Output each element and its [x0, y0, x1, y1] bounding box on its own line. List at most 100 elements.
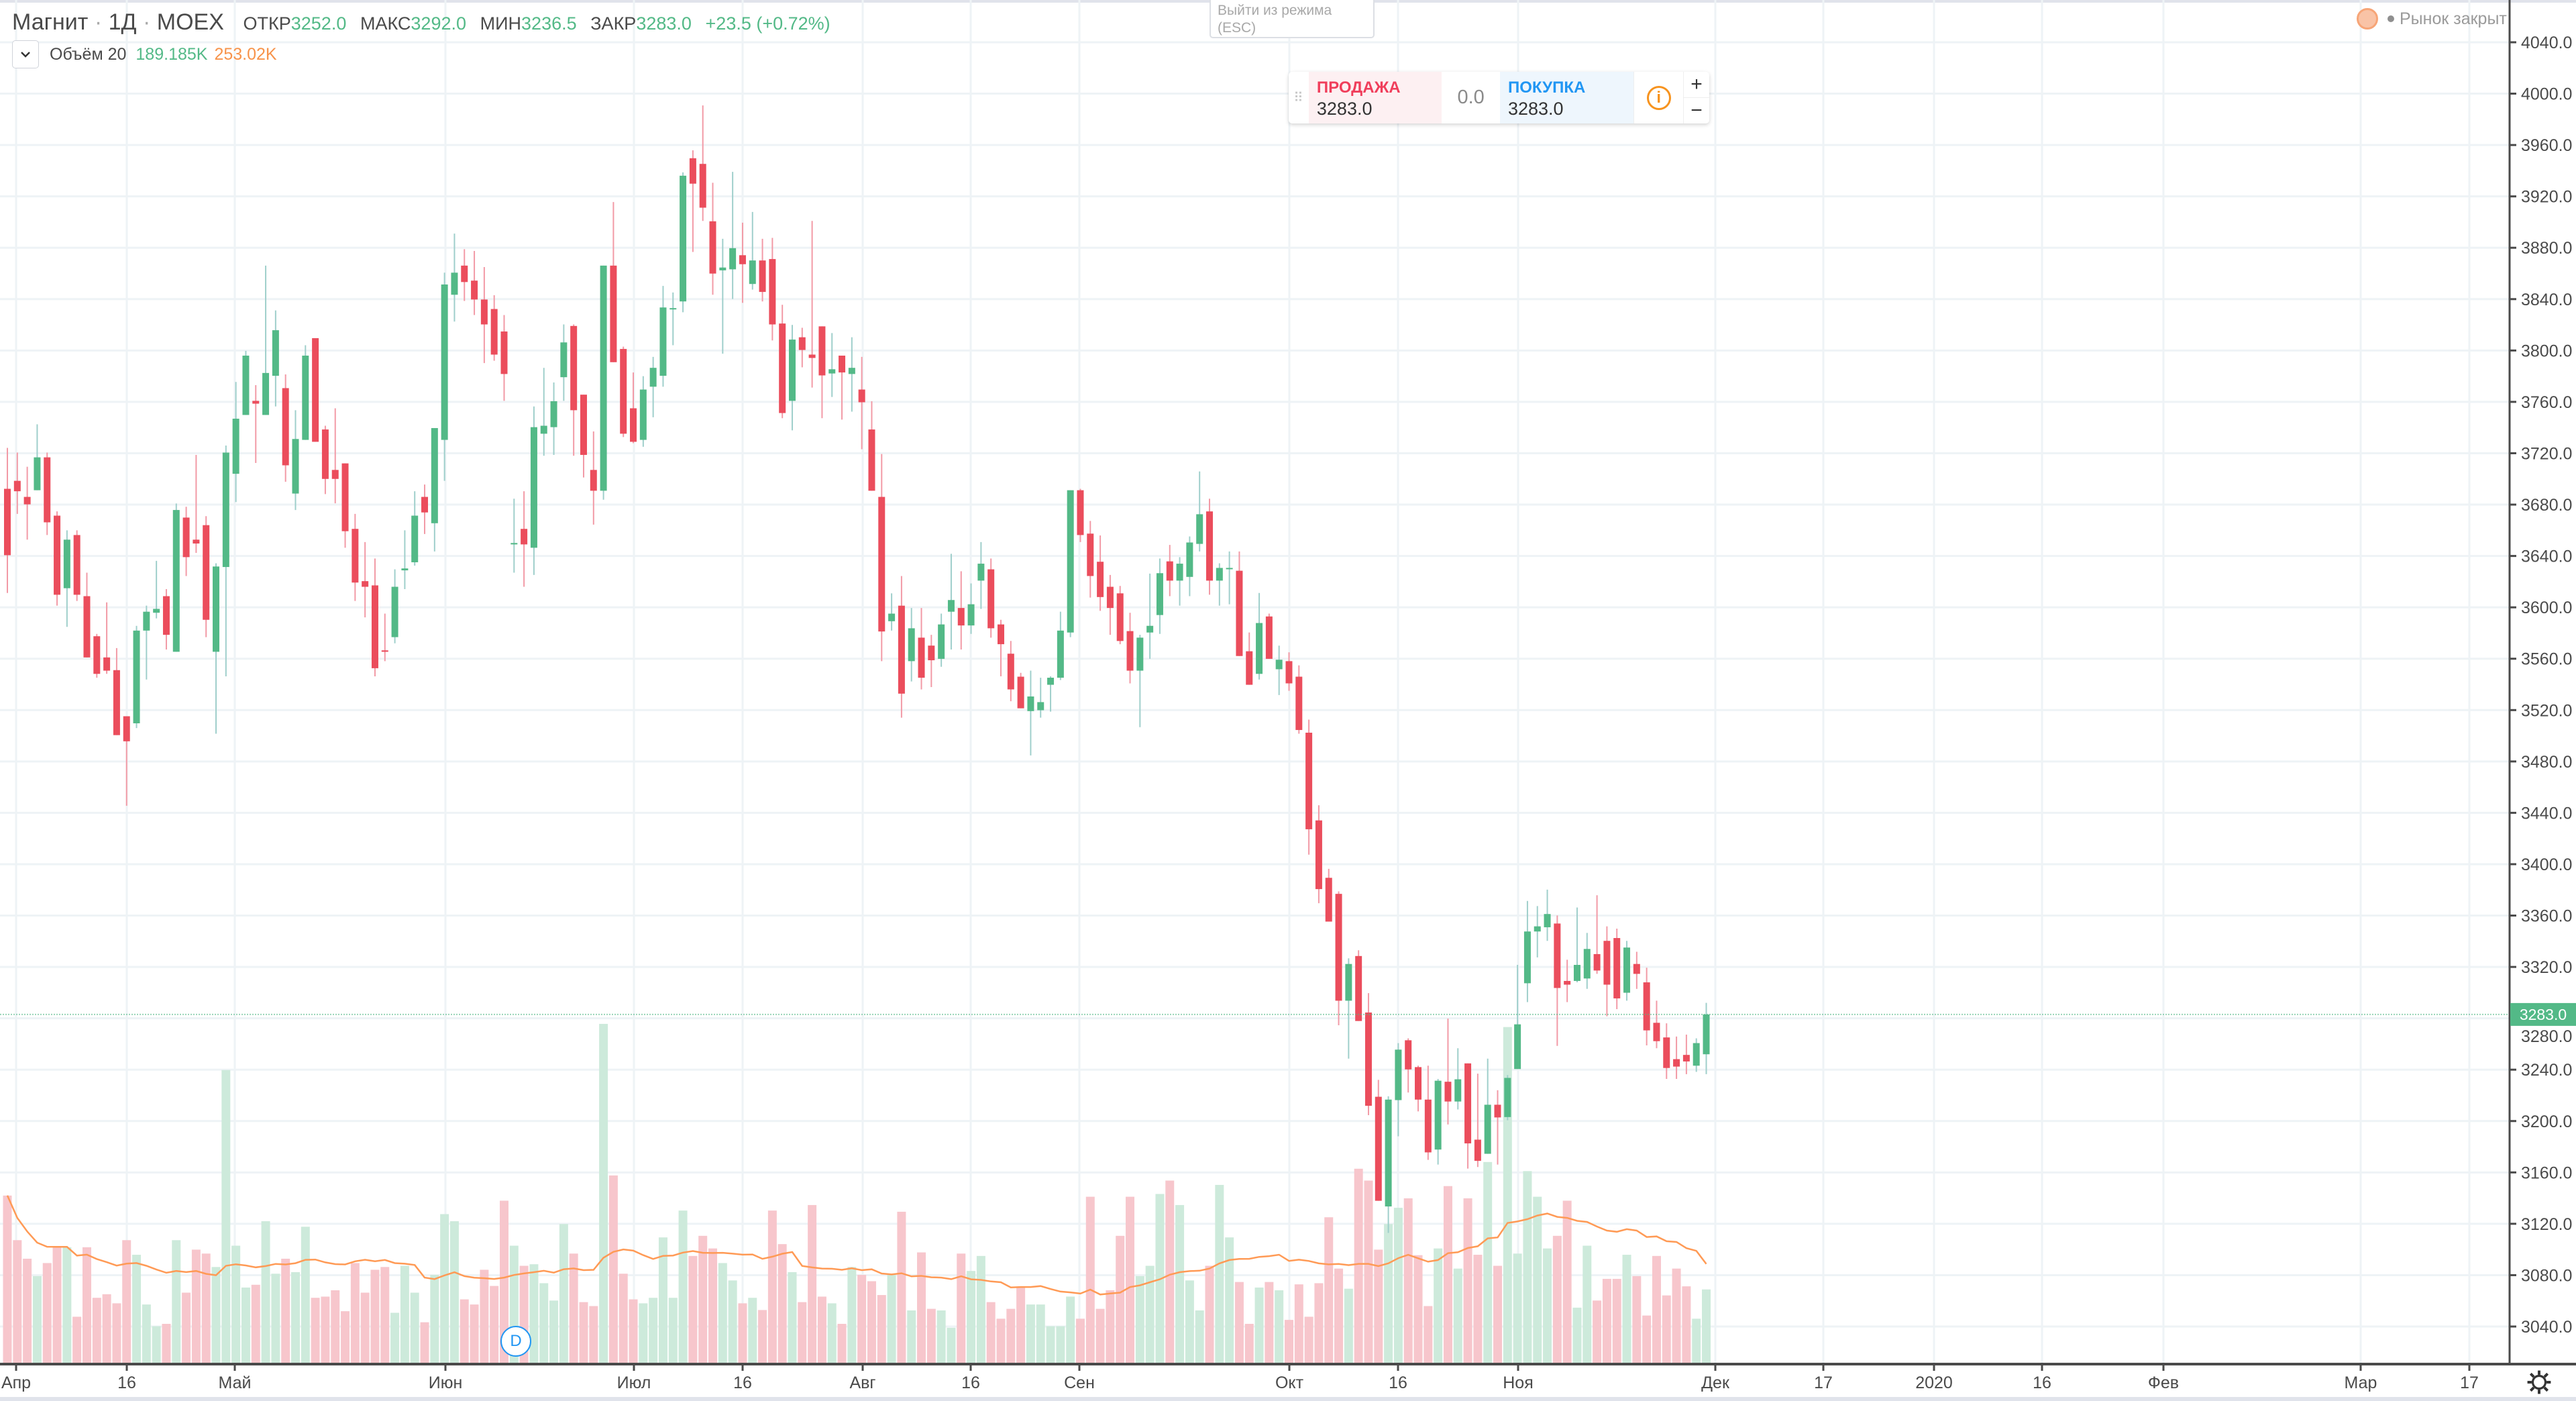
candle-body [490, 309, 498, 355]
candle-body [1454, 1079, 1462, 1102]
candle-body [203, 525, 210, 620]
market-status: Рынок закрыт [2357, 8, 2507, 30]
candle-body [1196, 514, 1203, 544]
candle [1126, 613, 1134, 684]
candle-body [113, 670, 120, 735]
volume-bar [1702, 1289, 1711, 1364]
candle [103, 602, 111, 674]
candle [1087, 521, 1094, 598]
volume-bar [936, 1310, 946, 1364]
candle-body [451, 272, 458, 295]
candle [1464, 1063, 1472, 1169]
candle-body [1464, 1063, 1472, 1144]
candle-body [1216, 568, 1223, 581]
volume-bar [1284, 1320, 1293, 1364]
candle [1663, 1023, 1670, 1079]
candle [213, 563, 220, 734]
time-tick-label: Авг [849, 1373, 875, 1392]
candle [1156, 558, 1163, 634]
candle-body [1494, 1104, 1501, 1118]
candle-body [570, 325, 578, 411]
candle [1305, 719, 1313, 855]
candle-body [401, 568, 409, 571]
candle [1434, 1078, 1442, 1165]
candle-body [480, 299, 488, 325]
candle [421, 484, 429, 534]
candle-body [1385, 1099, 1392, 1207]
candle-body [1275, 660, 1283, 670]
price-tick-label: 3840.0 [2521, 291, 2572, 309]
price-tick-label: 3760.0 [2521, 393, 2572, 412]
volume-value: 189.185K [136, 44, 208, 64]
price-tick-label: 3680.0 [2521, 496, 2572, 515]
candle [242, 350, 250, 415]
volume-bar [658, 1237, 667, 1364]
candle [401, 530, 409, 589]
candle [1295, 665, 1303, 734]
volume-bar [1354, 1168, 1363, 1364]
candle-body [172, 510, 180, 652]
candle-body [1554, 923, 1561, 988]
candle-body [878, 497, 885, 632]
candle-body [1027, 696, 1034, 711]
candle [938, 613, 945, 667]
volume-bar [529, 1264, 539, 1364]
volume-indicator-name[interactable]: Объём 20 [50, 44, 127, 64]
settings-gear-icon[interactable] [2526, 1369, 2552, 1395]
decrease-button[interactable]: − [1690, 99, 1703, 121]
candle-body [868, 429, 875, 491]
time-tick-label: Ноя [1503, 1373, 1534, 1392]
market-status-icon[interactable] [2357, 8, 2378, 30]
symbol-title[interactable]: Магнит · 1Д · MOEX [12, 9, 224, 35]
volume-bar [1533, 1196, 1542, 1364]
volume-bar [1602, 1278, 1611, 1364]
price-tick-label: 3800.0 [2521, 342, 2572, 360]
time-tick-label: Дек [1701, 1373, 1730, 1392]
dividend-marker[interactable]: D [500, 1326, 531, 1357]
candle-body [1544, 914, 1551, 927]
candle-body [1146, 625, 1154, 633]
candle [1474, 1074, 1481, 1168]
candle-body [550, 401, 557, 427]
price-tick-label: 3280.0 [2521, 1027, 2572, 1046]
volume-bar [917, 1252, 926, 1364]
candle [1364, 993, 1372, 1115]
candle [1335, 891, 1342, 1025]
buy-button[interactable]: ПОКУПКА 3283.0 [1499, 72, 1634, 123]
volume-bar [1275, 1290, 1284, 1364]
exit-mode-button[interactable]: Выйти из режима (ESC) [1210, 0, 1375, 38]
candle [1236, 551, 1243, 656]
volume-bar [1234, 1282, 1244, 1364]
candle [1037, 678, 1044, 718]
price-tick-label: 3040.0 [2521, 1318, 2572, 1337]
candle-body [431, 427, 438, 523]
increase-button[interactable]: + [1684, 72, 1709, 98]
volume-bar [42, 1263, 52, 1364]
candle [680, 172, 687, 313]
candle [967, 583, 975, 634]
candle-body [858, 389, 865, 403]
candle [352, 513, 359, 601]
open-value: 3252.0 [290, 13, 347, 34]
collapse-legend-button[interactable] [12, 40, 39, 68]
candle [441, 272, 448, 481]
volume-bar [1453, 1268, 1462, 1364]
candle [63, 530, 70, 627]
volume-bar [767, 1210, 777, 1364]
volume-bar [152, 1326, 161, 1364]
sell-button[interactable]: ПРОДАЖА 3283.0 [1308, 72, 1442, 123]
info-button[interactable]: i [1633, 72, 1683, 123]
candle [341, 463, 349, 548]
sell-label: ПРОДАЖА [1316, 79, 1401, 97]
drag-handle-icon[interactable]: ⠿ [1293, 91, 1304, 105]
volume-bar [1434, 1248, 1443, 1364]
candle [143, 605, 150, 680]
candle [550, 382, 557, 455]
candle [371, 558, 378, 676]
candle [530, 406, 537, 575]
price-tick-label: 3600.0 [2521, 599, 2572, 617]
close-value: 3283.0 [636, 13, 692, 34]
candle-body [947, 600, 955, 612]
volume-bar [162, 1324, 171, 1364]
